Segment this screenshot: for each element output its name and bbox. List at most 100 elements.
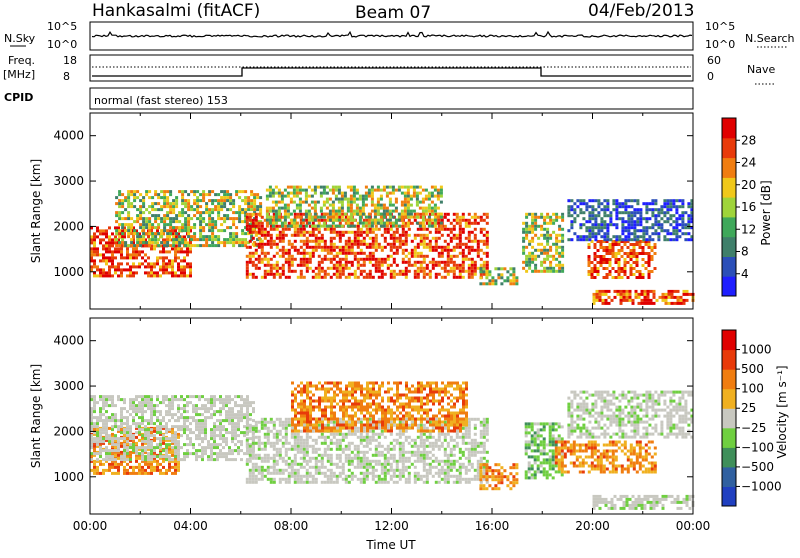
power-echo-cell <box>420 264 423 267</box>
velocity-echo-cell <box>159 401 162 404</box>
power-echo-cell <box>118 202 121 205</box>
power-echo-cell <box>147 235 150 238</box>
power-echo-cell <box>480 231 483 234</box>
power-echo-cell <box>184 238 187 241</box>
power-echo-cell <box>169 226 172 229</box>
power-echo-cell <box>669 238 672 241</box>
power-echo-cell <box>357 228 360 231</box>
power-echo-cell <box>419 192 422 195</box>
velocity-echo-cell <box>114 463 117 466</box>
power-echo-cell <box>486 231 489 234</box>
power-echo-cell <box>323 225 326 228</box>
power-echo-cell <box>114 247 117 250</box>
power-echo-cell <box>428 192 431 195</box>
power-echo-cell <box>414 249 417 252</box>
velocity-echo-cell <box>333 442 336 445</box>
velocity-echo-cell <box>195 452 198 455</box>
power-echo-cell <box>272 225 275 228</box>
power-echo-cell <box>543 228 546 231</box>
velocity-echo-cell <box>195 458 198 461</box>
power-echo-cell <box>321 234 324 237</box>
power-echo-cell <box>638 296 641 299</box>
power-echo-cell <box>267 231 270 234</box>
power-echo-cell <box>127 196 130 199</box>
power-echo-cell <box>468 234 471 237</box>
power-echo-cell <box>419 186 422 189</box>
power-echo-cell <box>288 240 291 243</box>
power-echo-cell <box>648 264 651 267</box>
power-echo-cell <box>332 186 335 189</box>
power-echo-cell <box>311 225 314 228</box>
velocity-echo-cell <box>210 446 213 449</box>
velocity-echo-cell <box>222 401 225 404</box>
power-echo-cell <box>645 208 648 211</box>
power-echo-cell <box>453 264 456 267</box>
velocity-echo-cell <box>183 398 186 401</box>
power-echo-cell <box>252 225 255 228</box>
power-echo-cell <box>389 219 392 222</box>
power-echo-cell <box>108 274 111 277</box>
velocity-echo-cell <box>276 442 279 445</box>
power-echo-cell <box>651 258 654 261</box>
power-echo-cell <box>189 271 192 274</box>
velocity-echo-cell <box>231 449 234 452</box>
velocity-echo-cell <box>219 407 222 410</box>
velocity-echo-cell <box>144 434 147 437</box>
power-echo-cell <box>371 210 374 213</box>
velocity-echo-cell <box>177 440 180 443</box>
velocity-echo-cell <box>99 463 102 466</box>
power-echo-cell <box>226 193 229 196</box>
velocity-echo-cell <box>348 457 351 460</box>
power-echo-cell <box>468 270 471 273</box>
power-echo-cell <box>121 223 124 226</box>
power-echo-cell <box>675 220 678 223</box>
power-echo-cell <box>309 261 312 264</box>
power-echo-cell <box>588 205 591 208</box>
power-echo-cell <box>624 267 627 270</box>
power-echo-cell <box>162 262 165 265</box>
power-echo-cell <box>477 267 480 270</box>
power-echo-cell <box>365 216 368 219</box>
power-echo-cell <box>399 243 402 246</box>
power-echo-cell <box>217 199 220 202</box>
velocity-echo-cell <box>159 437 162 440</box>
power-echo-cell <box>93 238 96 241</box>
power-echo-cell <box>405 255 408 258</box>
power-echo-cell <box>618 202 621 205</box>
power-echo-cell <box>600 220 603 223</box>
power-echo-cell <box>261 225 264 228</box>
power-echo-cell <box>411 222 414 225</box>
velocity-echo-cell <box>219 395 222 398</box>
power-echo-cell <box>606 258 609 261</box>
power-echo-cell <box>669 214 672 217</box>
power-echo-cell <box>132 256 135 259</box>
power-echo-cell <box>411 252 414 255</box>
power-echo-cell <box>618 249 621 252</box>
power-echo-cell <box>142 202 145 205</box>
power-echo-cell <box>576 235 579 238</box>
power-echo-cell <box>135 265 138 268</box>
power-echo-cell <box>305 216 308 219</box>
power-echo-cell <box>184 244 187 247</box>
power-echo-cell <box>353 198 356 201</box>
velocity-echo-cell <box>165 428 168 431</box>
power-echo-cell <box>456 255 459 258</box>
power-echo-cell <box>546 252 549 255</box>
velocity-echo-cell <box>99 413 102 416</box>
power-echo-cell <box>345 243 348 246</box>
power-echo-cell <box>509 282 512 285</box>
power-echo-cell <box>594 214 597 217</box>
velocity-echo-cell <box>225 431 228 434</box>
power-echo-cell <box>288 276 291 279</box>
velocity-echo-cell <box>126 463 129 466</box>
power-echo-cell <box>395 189 398 192</box>
velocity-echo-cell <box>114 458 117 461</box>
velocity-echo-cell <box>117 463 120 466</box>
power-echo-cell <box>162 247 165 250</box>
power-echo-cell <box>99 241 102 244</box>
power-echo-cell <box>531 270 534 273</box>
power-echo-cell <box>333 264 336 267</box>
power-echo-cell <box>321 261 324 264</box>
power-echo-cell <box>462 213 465 216</box>
power-echo-cell <box>552 219 555 222</box>
